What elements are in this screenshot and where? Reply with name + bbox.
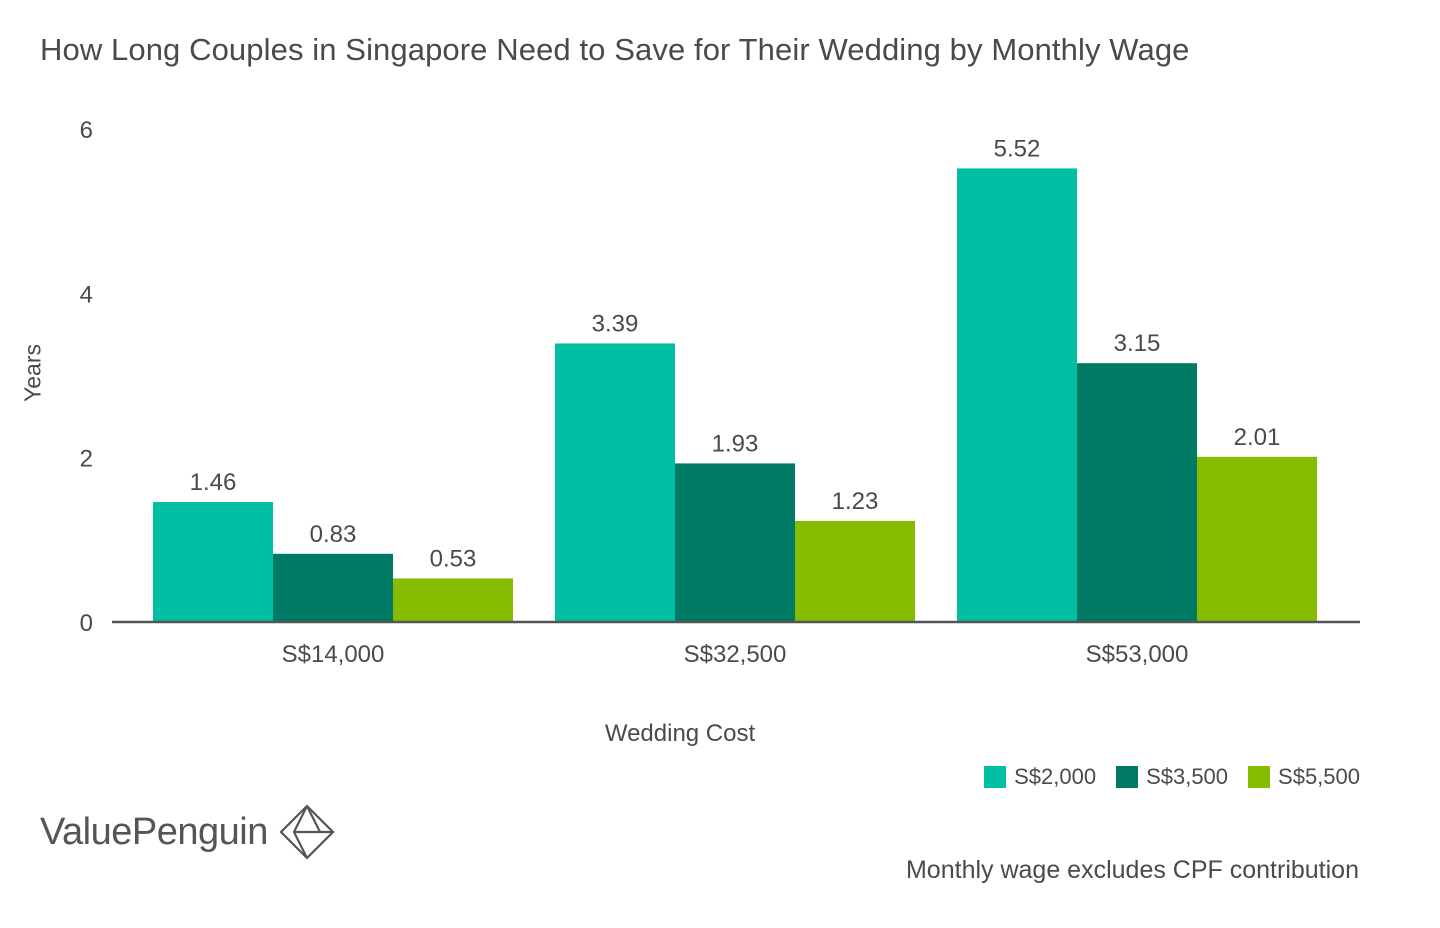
legend-item: S$3,500	[1116, 764, 1228, 790]
bar	[795, 520, 915, 622]
bar	[1077, 363, 1197, 622]
x-tick-label: S$32,500	[684, 641, 787, 668]
y-tick-label: 4	[80, 281, 93, 308]
legend-swatch	[1248, 766, 1271, 788]
bar	[1197, 456, 1317, 622]
bar	[393, 578, 513, 622]
legend-label: S$2,000	[1014, 764, 1097, 789]
valuepenguin-diamond-icon	[279, 804, 335, 860]
data-label: 1.93	[712, 430, 759, 457]
chart-title: How Long Couples in Singapore Need to Sa…	[40, 32, 1190, 67]
data-label: 3.15	[1114, 330, 1161, 357]
bar	[957, 168, 1077, 622]
logo-text: ValuePenguin	[40, 810, 268, 853]
y-tick-label: 0	[80, 610, 93, 637]
data-label: 2.01	[1234, 424, 1281, 451]
legend-item: S$2,000	[984, 764, 1096, 790]
data-label: 0.83	[310, 521, 357, 548]
bar	[555, 343, 675, 622]
data-label: 1.23	[832, 488, 879, 515]
legend-label: S$3,500	[1146, 764, 1229, 789]
legend-item: S$5,500	[1248, 764, 1360, 790]
legend: S$2,000 S$3,500 S$5,500	[984, 764, 1360, 790]
legend-label: S$5,500	[1278, 764, 1360, 789]
y-axis-label: Years	[19, 344, 46, 402]
legend-swatch	[984, 766, 1007, 788]
bar	[675, 463, 795, 622]
bar	[153, 502, 273, 622]
y-tick-label: 6	[80, 117, 93, 144]
footnote: Monthly wage excludes CPF contribution	[905, 856, 1359, 884]
data-label: 1.46	[190, 469, 237, 496]
data-label: 5.52	[994, 135, 1041, 162]
bar	[273, 553, 393, 622]
legend-swatch	[1116, 766, 1139, 788]
y-tick-label: 2	[80, 446, 93, 473]
x-tick-label: S$14,000	[282, 641, 385, 668]
data-label: 3.39	[592, 310, 639, 337]
x-axis-label: Wedding Cost	[604, 720, 756, 747]
logo: ValuePenguin	[40, 803, 336, 861]
x-tick-label: S$53,000	[1086, 641, 1189, 668]
data-label: 0.53	[430, 545, 477, 572]
